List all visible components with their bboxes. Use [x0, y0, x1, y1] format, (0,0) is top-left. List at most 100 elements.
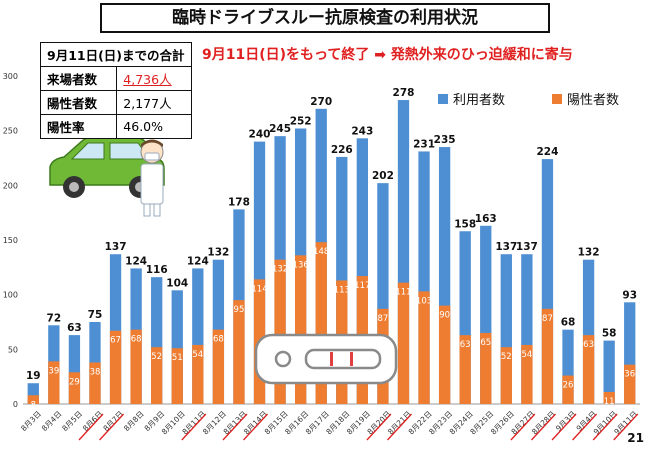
x-tick-underline	[78, 413, 104, 441]
bar-positives	[130, 329, 142, 404]
data-label-positives: 26	[563, 381, 574, 391]
x-tick-underline	[572, 413, 598, 441]
data-label-positives: 136	[293, 260, 309, 270]
bar-positives	[68, 372, 81, 404]
summary-header: 9月11日(日)までの合計	[40, 42, 192, 67]
bar-positives	[109, 330, 122, 404]
data-label-users: 252	[290, 115, 312, 127]
page-number: 21	[627, 431, 644, 445]
data-label-positives: 111	[395, 288, 411, 298]
antigen-test-kit-illustration-icon	[254, 333, 398, 385]
data-label-users: 137	[495, 241, 517, 253]
bar-positives	[521, 344, 533, 404]
x-tick-underline	[387, 413, 412, 441]
data-label-positives: 29	[69, 377, 80, 387]
data-label-users: 124	[125, 255, 147, 267]
bar-users	[521, 254, 533, 404]
legend-label-users: 利用者数	[453, 93, 505, 108]
bar-positives	[480, 332, 492, 404]
x-tick-label: 8月6日	[81, 409, 105, 433]
data-label-users: 231	[413, 138, 435, 150]
bar-positives	[151, 347, 163, 404]
bar-positives	[233, 300, 245, 404]
nurse-illustration-icon	[140, 139, 164, 217]
bar-users	[68, 335, 81, 404]
data-label-users: 235	[434, 134, 456, 146]
bar-users	[541, 159, 554, 404]
data-label-positives: 38	[90, 367, 101, 377]
x-tick-underline	[243, 413, 268, 441]
bar-users	[109, 254, 122, 404]
x-tick-label: 8月8日	[122, 409, 146, 433]
x-tick-underline	[222, 413, 248, 441]
bar-users	[253, 141, 266, 404]
data-label-positives: 63	[460, 340, 471, 350]
x-tick-underline	[99, 413, 125, 441]
bar-users	[459, 231, 471, 404]
bar-users	[438, 147, 451, 405]
bar-positives	[582, 335, 595, 404]
bar-positives	[438, 305, 451, 404]
data-label-users: 270	[310, 96, 332, 108]
bar-positives	[89, 362, 101, 404]
headline-notice: 9月11日(日)をもって終了 ➡ 発熱外来のひっ迫緩和に寄与	[202, 47, 573, 63]
data-label-users: 116	[146, 264, 168, 276]
data-label-positives: 132	[272, 265, 288, 275]
y-tick-label: 100	[3, 291, 18, 300]
data-label-positives: 52	[501, 352, 512, 362]
data-label-positives: 87	[542, 314, 553, 324]
y-tick-label: 50	[8, 345, 18, 354]
x-tick-underline	[366, 413, 392, 441]
page-title: 臨時ドライブスルー抗原検査の利用状況	[100, 3, 550, 33]
bar-positives	[274, 259, 286, 404]
data-label-positives: 39	[48, 366, 59, 376]
summary-row: 来場者数 4,736人	[39, 66, 192, 91]
data-label-positives: 51	[172, 353, 183, 363]
data-label-positives: 65	[480, 338, 491, 348]
summary-row: 陽性率 46.0%	[39, 114, 192, 139]
bar-positives	[192, 344, 204, 404]
x-tick-underline	[181, 413, 207, 441]
data-label-users: 72	[47, 312, 62, 324]
data-label-positives: 36	[624, 370, 635, 380]
legend: 利用者数 陽性者数	[438, 93, 619, 108]
data-label-users: 278	[393, 87, 415, 99]
y-tick-label: 150	[3, 236, 18, 245]
bar-users	[624, 302, 636, 404]
data-label-users: 243	[351, 125, 373, 137]
legend-label-positives: 陽性者数	[567, 93, 619, 108]
x-tick-label: 9月3日	[554, 409, 578, 433]
bar-users	[171, 290, 183, 404]
summary-value-visitors: 4,736人	[116, 66, 192, 91]
data-label-users: 132	[207, 247, 229, 259]
bar-users	[500, 254, 512, 404]
bar-positives	[212, 329, 225, 404]
x-tick-underline	[530, 413, 556, 441]
bar-positives	[48, 361, 60, 404]
summary-table: 9月11日(日)までの合計 来場者数 4,736人 陽性者数 2,177人 陽性…	[39, 42, 192, 139]
data-label-users: 58	[602, 328, 617, 340]
data-label-users: 202	[372, 170, 394, 182]
data-label-users: 158	[454, 218, 476, 230]
data-label-positives: 148	[313, 247, 329, 257]
data-label-users: 104	[166, 277, 188, 289]
y-tick-label: 200	[3, 181, 18, 190]
data-label-positives: 8	[31, 400, 36, 410]
data-label-users: 137	[105, 241, 127, 253]
summary-row: 陽性者数 2,177人	[39, 90, 192, 115]
bar-positives	[315, 242, 327, 404]
x-tick-underline	[510, 413, 536, 441]
data-label-positives: 54	[192, 350, 203, 360]
summary-label-positives: 陽性者数	[39, 90, 118, 115]
data-label-positives: 68	[131, 335, 142, 345]
summary-value-rate: 46.0%	[116, 114, 192, 139]
data-label-positives: 67	[110, 336, 121, 346]
y-tick-label: 0	[13, 400, 18, 409]
data-label-positives: 90	[439, 311, 450, 321]
data-label-users: 63	[67, 322, 82, 334]
summary-label-visitors: 来場者数	[39, 66, 118, 91]
x-tick-label: 8月4日	[40, 409, 64, 433]
car-illustration-icon	[49, 136, 165, 198]
bar-positives	[603, 391, 615, 404]
